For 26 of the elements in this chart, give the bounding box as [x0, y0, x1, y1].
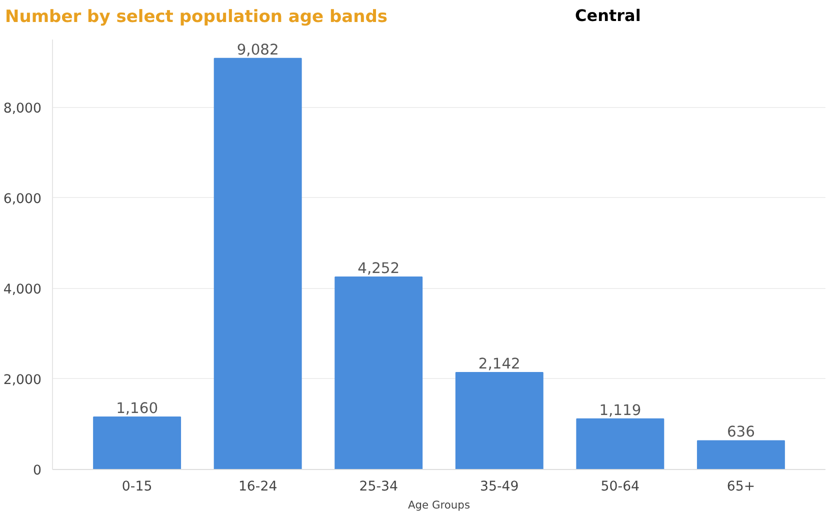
data-label: 4,252 — [358, 260, 400, 278]
bar — [696, 440, 785, 470]
x-tick-label: 50-64 — [600, 480, 640, 495]
x-tick-label: 25-34 — [359, 480, 398, 495]
data-label: 9,082 — [236, 42, 279, 59]
data-label: 1,160 — [116, 400, 158, 418]
bar — [576, 418, 664, 470]
y-tick-label: 2,000 — [3, 373, 42, 388]
x-tick-label: 0-15 — [122, 480, 152, 495]
chart-title: Number by select population age bands — [5, 6, 388, 29]
y-tick-label: 0 — [33, 464, 42, 479]
data-label: 2,142 — [478, 356, 520, 373]
y-tick-label: 4,000 — [3, 282, 42, 298]
bar — [455, 372, 544, 470]
y-tick-label: 6,000 — [3, 192, 42, 208]
bar — [214, 58, 302, 470]
x-tick-label: 16-24 — [238, 480, 278, 495]
chart-subtitle: Central — [575, 5, 641, 27]
x-axis-title: Age Groups — [408, 498, 470, 512]
data-label: 1,119 — [599, 402, 642, 420]
y-tick-label: 8,000 — [3, 102, 42, 117]
x-tick-label: 35-49 — [480, 480, 519, 495]
x-tick-label: 65+ — [726, 480, 756, 495]
data-label: 636 — [726, 424, 755, 441]
bar — [334, 276, 423, 470]
bar — [93, 416, 182, 470]
